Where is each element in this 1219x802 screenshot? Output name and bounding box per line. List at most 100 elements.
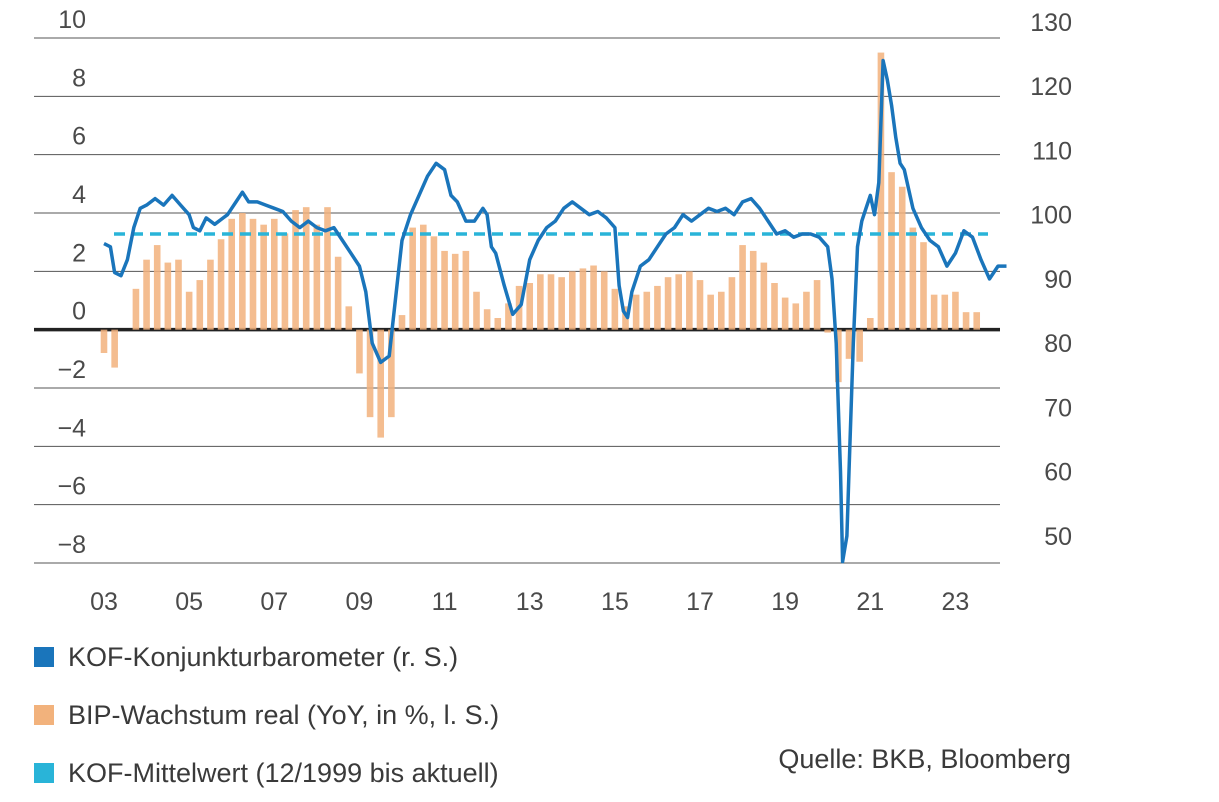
gdp-bar [462, 250, 470, 330]
gdp-bar [430, 236, 438, 330]
gdp-bar [781, 297, 789, 330]
legend-swatch-bip [34, 705, 54, 725]
gdp-bar [600, 271, 608, 330]
gdp-bar [249, 218, 257, 330]
gdp-bar [175, 259, 182, 330]
gdp-bar [270, 218, 278, 330]
legend-item-mean: KOF-Mittelwert (12/1999 bis aktuell) [34, 744, 499, 802]
gdp-bar [111, 329, 118, 368]
chart: 10 8 6 4 2 0 −2 −4 −6 −8 130 120 110 100 90 80 70 60 50 0… [34, 6, 1072, 616]
gdp-bar [898, 186, 906, 330]
gdp-bar [441, 250, 448, 330]
gdp-bar [547, 274, 555, 330]
gdp-bars [100, 52, 981, 438]
gdp-bar [643, 291, 651, 330]
gdp-bar [632, 294, 640, 330]
legend-swatch-kof [34, 647, 54, 667]
source-note: Quelle: BKB, Bloomberg [778, 744, 1071, 774]
gdp-bar [366, 329, 374, 418]
x-tick-label: 21 [856, 588, 884, 616]
gdp-bar [164, 262, 172, 330]
gdp-bar [377, 329, 385, 438]
gdp-bar [739, 245, 746, 330]
gdp-bar [664, 277, 672, 330]
gdp-bar [792, 303, 800, 330]
gdp-bar [419, 224, 427, 330]
gdp-bar [196, 280, 204, 330]
right-tick-label: 110 [1032, 137, 1072, 165]
gdp-bar [324, 207, 331, 330]
gdp-bar [707, 294, 714, 330]
x-tick-label: 13 [516, 588, 544, 616]
right-tick-label: 90 [1044, 266, 1072, 294]
right-tick-label: 80 [1044, 330, 1072, 358]
gdp-bar [483, 309, 491, 330]
gdp-bar [228, 218, 236, 330]
gdp-bar [909, 227, 917, 330]
right-tick-label: 70 [1044, 394, 1072, 422]
gdp-bar [579, 268, 587, 330]
x-tick-label: 07 [260, 588, 288, 616]
x-tick-label: 17 [686, 588, 714, 616]
x-tick-label: 09 [346, 588, 374, 616]
legend-swatch-mean [34, 763, 54, 783]
gdp-bar [451, 253, 459, 330]
gdp-bar [239, 213, 246, 330]
right-tick-label: 120 [1030, 73, 1072, 101]
gdp-bar [185, 291, 193, 330]
gdp-bar [771, 283, 778, 330]
gdp-bar [100, 329, 108, 353]
gdp-bar [622, 306, 629, 330]
gdp-bar [356, 329, 363, 374]
gdp-bar [675, 274, 683, 330]
gdp-bar [952, 291, 959, 330]
gdp-bar [537, 274, 544, 330]
gdp-bar [505, 303, 512, 330]
gdp-bar [388, 329, 395, 418]
gdp-bar [973, 312, 981, 330]
legend-item-bip: BIP-Wachstum real (YoY, in %, l. S.) [34, 686, 499, 744]
gdp-bar [728, 277, 736, 330]
gdp-bar [930, 294, 938, 330]
gdp-bar [313, 224, 321, 330]
right-tick-label: 60 [1044, 459, 1072, 487]
gdp-bar [856, 329, 863, 362]
gdp-bar [760, 262, 768, 330]
left-axis-ticks: 10 8 6 4 2 0 −2 −4 −6 −8 [57, 6, 86, 559]
gdp-bar [813, 280, 821, 330]
gdp-bar [845, 329, 853, 359]
left-tick-label: 0 [72, 298, 86, 326]
gdp-bar [877, 52, 885, 330]
kof-line [103, 58, 1007, 564]
kof-series-line [103, 58, 1007, 564]
left-tick-label: −4 [57, 414, 86, 442]
left-tick-label: 10 [58, 6, 86, 34]
gdp-bar [696, 280, 704, 330]
left-tick-label: −2 [57, 356, 86, 384]
legend-label-kof: KOF-Konjunkturbarometer (r. S.) [68, 641, 459, 672]
x-tick-label: 03 [90, 588, 118, 616]
gdp-bar [292, 210, 299, 330]
right-tick-label: 100 [1030, 202, 1072, 230]
gdp-bar [686, 271, 693, 330]
x-tick-label: 23 [942, 588, 970, 616]
gdp-bar [888, 172, 895, 330]
left-tick-label: −8 [57, 531, 86, 559]
left-tick-label: 4 [72, 181, 86, 209]
gdp-bar [132, 288, 140, 330]
gdp-bar [398, 315, 406, 330]
x-tick-label: 05 [175, 588, 203, 616]
gdp-bar [207, 259, 214, 330]
gdp-bar [494, 318, 502, 330]
gdp-bar [526, 283, 534, 330]
legend-label-mean: KOF-Mittelwert (12/1999 bis aktuell) [68, 757, 499, 788]
gdp-bar [153, 245, 161, 330]
legend-label-bip: BIP-Wachstum real (YoY, in %, l. S.) [68, 699, 500, 730]
x-tick-label: 15 [601, 588, 629, 616]
gdp-bar [345, 306, 353, 330]
gdp-bar [334, 256, 342, 330]
gdp-bar [962, 312, 970, 330]
gdp-bar [824, 329, 832, 333]
gdp-bar [568, 271, 576, 330]
gdp-bar [749, 250, 757, 330]
